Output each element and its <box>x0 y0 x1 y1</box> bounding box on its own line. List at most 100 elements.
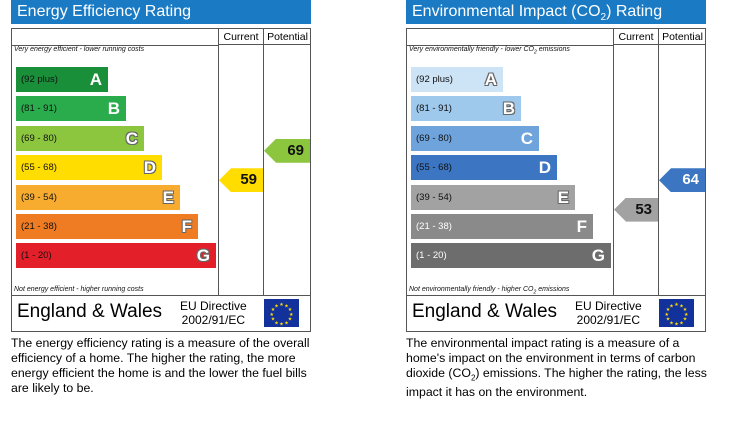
band-range: (69 - 80) <box>416 132 452 144</box>
eu-stars: ★ ★★ ★★★ ★★★ ★★★ <box>269 302 294 328</box>
eu-flag-icon: ★ ★ ★ ★ ★ ★ ★ ★ ★ ★ ★ ★ <box>264 299 299 328</box>
current-rating-arrow: 53 <box>614 197 658 222</box>
rating-band-c: (69 - 80) C <box>411 125 539 151</box>
svg-text:★: ★ <box>271 317 276 323</box>
rating-chart: Current Potential Very environmentally f… <box>406 28 706 332</box>
scale-top-label: Very energy efficient - lower running co… <box>14 46 145 53</box>
svg-text:★: ★ <box>274 303 279 309</box>
eu-directive-line1: EU Directive <box>180 299 247 313</box>
svg-text:★: ★ <box>288 307 293 313</box>
band-range: (92 plus) <box>416 74 453 85</box>
eu-flag-icon: ★ ★ ★ ★ ★ ★ ★ ★ ★ ★ ★ ★ <box>659 299 694 328</box>
region-label: England & Wales <box>412 301 558 322</box>
scale-top-prefix: Very environmentally friendly - lower CO <box>409 46 535 53</box>
svg-text:★: ★ <box>274 320 279 326</box>
band-range: (1 - 20) <box>21 250 52 262</box>
eu-directive-line2: 2002/91/EC <box>576 313 641 327</box>
band-letter: E <box>557 187 569 207</box>
svg-text:★: ★ <box>669 320 674 326</box>
svg-text:★: ★ <box>674 302 679 308</box>
energy-efficiency-panel: Energy Efficiency Rating Current Potenti… <box>11 0 311 423</box>
band-letter: C <box>125 128 138 148</box>
rating-band-e: (39 - 54) E <box>16 184 180 210</box>
band-range: (81 - 91) <box>416 103 452 115</box>
divider <box>613 29 614 295</box>
panel-title-prefix: Environmental Impact (CO <box>412 3 601 20</box>
scale-top-subscript: 2 <box>534 49 537 56</box>
band-letter: C <box>520 128 533 148</box>
potential-rating-arrow: 64 <box>659 168 705 193</box>
band-letter: D <box>538 158 551 178</box>
svg-text:★: ★ <box>289 312 294 318</box>
scale-top-suffix: emissions <box>536 46 570 53</box>
rating-band-d: (55 - 68) D <box>411 155 557 181</box>
svg-text:★: ★ <box>683 317 688 323</box>
band-letter: D <box>143 158 156 178</box>
svg-text:★: ★ <box>284 320 289 326</box>
rating-band-b: (81 - 91) B <box>411 96 521 122</box>
panel-title-subscript: 2 <box>600 12 607 24</box>
band-letter: F <box>576 217 587 236</box>
scale-bottom-subscript: 2 <box>533 289 537 296</box>
svg-text:★: ★ <box>288 317 293 323</box>
rating-chart: Current Potential Very energy efficient … <box>11 28 311 332</box>
panel-title: Environmental Impact (CO2) Rating <box>406 0 706 24</box>
rating-band-a: (92 plus) A <box>411 67 503 92</box>
scale-bottom-label: Not energy efficient - higher running co… <box>14 286 144 293</box>
band-letter: B <box>107 99 120 119</box>
region-label: England & Wales <box>17 301 163 322</box>
rating-band-c: (69 - 80) C <box>16 125 144 151</box>
band-range: (1 - 20) <box>416 250 447 262</box>
scale-bottom-label: Not environmentally friendly - higher CO… <box>409 286 569 295</box>
potential-rating-arrow: 69 <box>264 138 310 163</box>
svg-text:★: ★ <box>683 307 688 313</box>
environmental-impact-panel: Environmental Impact (CO2) Rating Curren… <box>406 0 707 423</box>
eu-directive: EU Directive 2002/91/EC <box>575 299 642 327</box>
rating-band-f: (21 - 38) F <box>16 214 198 239</box>
divider <box>218 29 219 295</box>
panel-title: Energy Efficiency Rating <box>11 0 311 24</box>
svg-text:★: ★ <box>684 312 689 318</box>
rating-description: The energy efficiency rating is a measur… <box>11 336 310 395</box>
divider <box>263 29 264 295</box>
band-letter: A <box>89 70 102 89</box>
svg-text:★: ★ <box>279 322 284 327</box>
band-range: (21 - 38) <box>21 221 57 232</box>
rating-band-g: (1 - 20) G <box>411 243 611 269</box>
column-header-current: Current <box>218 29 263 45</box>
column-header-potential: Potential <box>263 29 311 45</box>
band-letter: F <box>181 217 192 236</box>
band-range: (69 - 80) <box>21 132 57 144</box>
band-letter: G <box>591 246 605 266</box>
band-range: (39 - 54) <box>416 191 452 203</box>
svg-text:★: ★ <box>284 303 289 309</box>
eu-stars: ★ ★★ ★★★ ★★★ ★★★ <box>664 302 689 328</box>
description-part2: ) emissions. The higher the rating, the … <box>406 366 707 400</box>
eu-directive: EU Directive 2002/91/EC <box>180 299 247 327</box>
eu-directive-line1: EU Directive <box>575 299 642 313</box>
rating-band-a: (92 plus) A <box>16 67 108 92</box>
divider <box>12 45 218 46</box>
rating-band-f: (21 - 38) F <box>411 214 593 239</box>
band-range: (21 - 38) <box>416 221 452 232</box>
svg-text:★: ★ <box>664 312 669 318</box>
svg-text:★: ★ <box>269 312 274 318</box>
current-rating-arrow: 59 <box>219 168 263 193</box>
svg-text:★: ★ <box>674 322 679 327</box>
svg-text:★: ★ <box>271 307 276 313</box>
svg-text:★: ★ <box>279 302 284 308</box>
scale-bottom-prefix: Not environmentally friendly - higher CO <box>409 286 534 293</box>
band-letter: A <box>484 70 497 89</box>
svg-text:★: ★ <box>669 303 674 309</box>
eu-directive-line2: 2002/91/EC <box>181 313 246 327</box>
band-range: (81 - 91) <box>21 103 57 115</box>
band-range: (92 plus) <box>21 74 58 85</box>
svg-text:★: ★ <box>679 303 684 309</box>
svg-text:★: ★ <box>679 320 684 326</box>
svg-text:★: ★ <box>666 317 671 323</box>
band-letter: G <box>196 246 210 266</box>
divider <box>12 295 310 296</box>
rating-band-d: (55 - 68) D <box>16 155 162 181</box>
description-part1: The environmental impact rating is a mea… <box>406 336 696 380</box>
rating-band-e: (39 - 54) E <box>411 184 575 210</box>
